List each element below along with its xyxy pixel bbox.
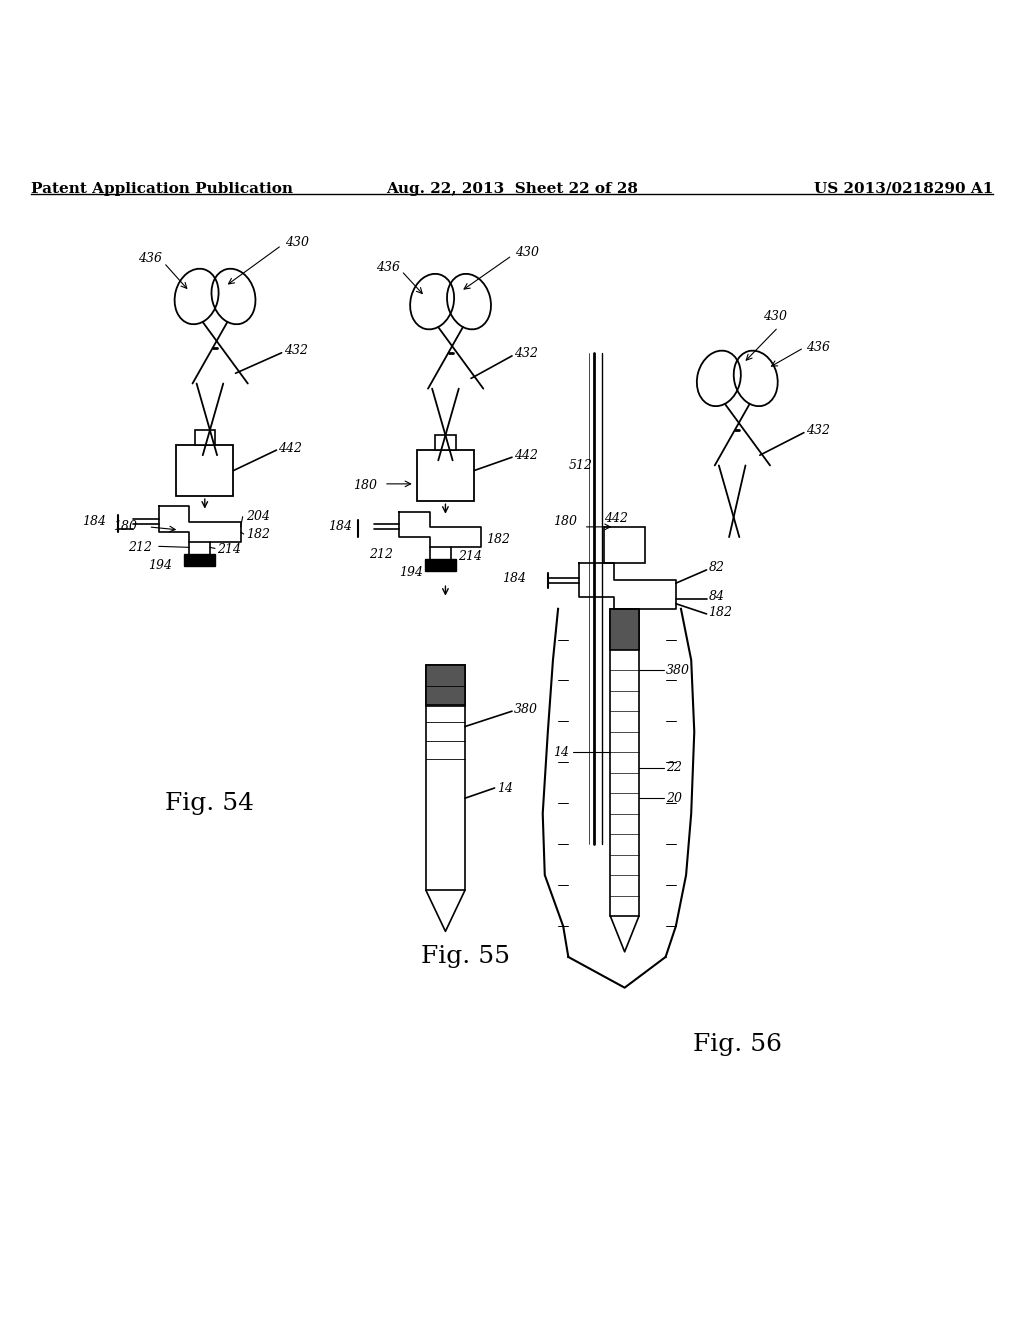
Text: 432: 432 [806, 424, 829, 437]
Text: 182: 182 [486, 533, 510, 545]
Bar [426, 665, 465, 706]
Text: 182: 182 [709, 606, 732, 619]
Text: 204: 204 [246, 510, 269, 523]
Text: 432: 432 [284, 345, 307, 358]
Text: 430: 430 [515, 246, 539, 259]
Text: Fig. 56: Fig. 56 [693, 1032, 781, 1056]
Text: 442: 442 [514, 449, 538, 462]
Text: 180: 180 [113, 520, 136, 533]
Text: 380: 380 [514, 702, 538, 715]
Text: 214: 214 [217, 543, 241, 556]
Text: 194: 194 [148, 560, 172, 573]
Bar [610, 609, 639, 649]
Text: 212: 212 [128, 541, 152, 554]
Bar [184, 553, 215, 566]
Text: 214: 214 [458, 550, 481, 564]
Text: 432: 432 [514, 347, 538, 360]
Text: 184: 184 [82, 515, 105, 528]
Text: Patent Application Publication: Patent Application Publication [31, 182, 293, 195]
Text: 194: 194 [399, 566, 423, 579]
Text: 436: 436 [138, 252, 162, 265]
Text: 20: 20 [666, 792, 682, 805]
Text: US 2013/0218290 A1: US 2013/0218290 A1 [814, 182, 993, 195]
Text: 430: 430 [285, 236, 308, 248]
Bar [425, 558, 456, 572]
Text: 442: 442 [279, 441, 302, 454]
Bar [176, 445, 233, 496]
Bar [417, 450, 474, 502]
Bar [604, 527, 645, 562]
Text: 380: 380 [666, 664, 689, 677]
Text: 512: 512 [568, 459, 592, 473]
Text: 82: 82 [709, 561, 725, 574]
Text: 442: 442 [604, 512, 628, 525]
Text: 212: 212 [369, 548, 392, 561]
Text: 14: 14 [497, 781, 513, 795]
Bar [610, 609, 639, 916]
Text: 14: 14 [553, 746, 569, 759]
Text: Fig. 54: Fig. 54 [166, 792, 254, 814]
Bar [195, 429, 215, 445]
Text: 180: 180 [553, 515, 577, 528]
Text: 180: 180 [353, 479, 377, 492]
Text: 430: 430 [763, 310, 786, 323]
Text: Fig. 55: Fig. 55 [422, 945, 510, 969]
Text: 84: 84 [709, 590, 725, 603]
Text: 22: 22 [666, 762, 682, 774]
Bar [435, 434, 456, 450]
Bar [426, 665, 465, 891]
Text: 182: 182 [246, 528, 269, 541]
Text: 184: 184 [502, 572, 525, 585]
Text: 436: 436 [806, 341, 829, 354]
Text: 436: 436 [376, 261, 399, 275]
Text: Aug. 22, 2013  Sheet 22 of 28: Aug. 22, 2013 Sheet 22 of 28 [386, 182, 638, 195]
Text: 184: 184 [328, 520, 351, 533]
